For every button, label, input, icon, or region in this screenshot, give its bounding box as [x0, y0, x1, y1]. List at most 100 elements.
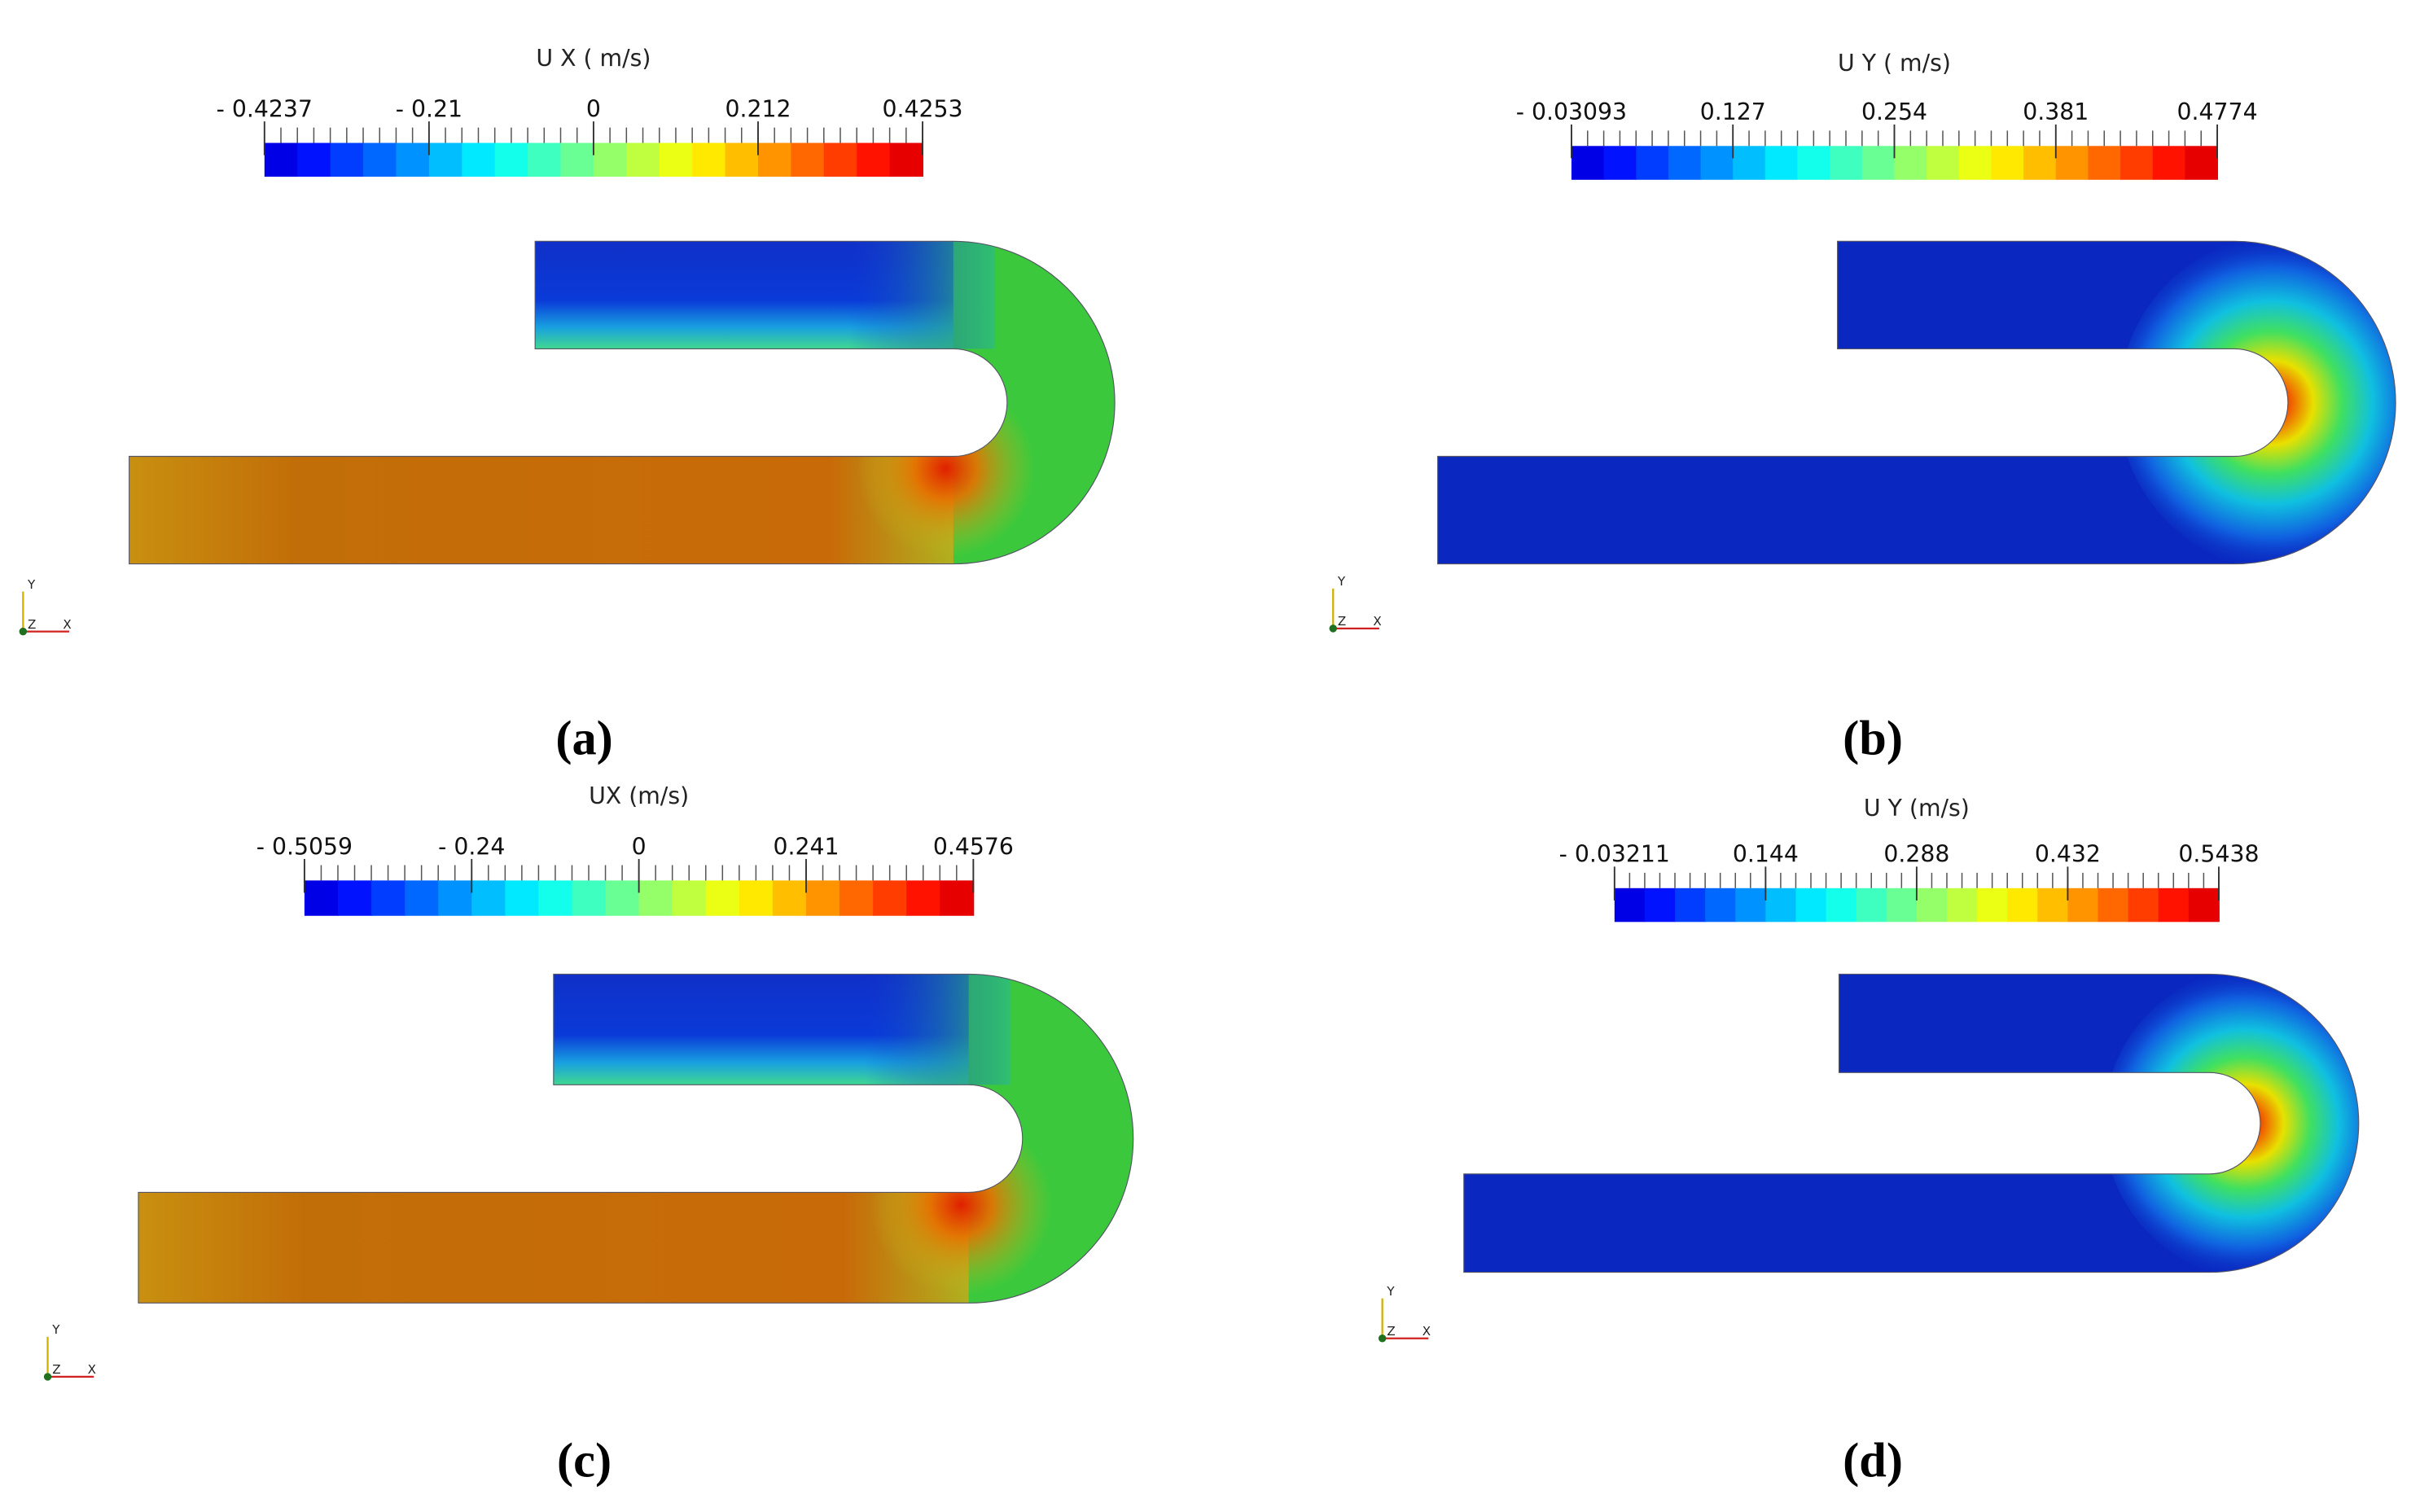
colorbar-segment: [560, 142, 594, 177]
triad-label: X: [63, 617, 71, 632]
flow-hotspot: [857, 379, 1035, 558]
colorbar-segment: [1764, 146, 1799, 180]
colorbar-segment: [1675, 887, 1707, 923]
colorbar-segment: [2185, 146, 2219, 180]
colorbar-segment: [1668, 146, 1702, 180]
colorbar-segment: [1830, 146, 1863, 180]
colorbar-segment: [405, 880, 440, 916]
colorbar-segment: [626, 142, 660, 177]
colorbar-segment: [2120, 146, 2154, 180]
panel-caption: (d): [1843, 1434, 1903, 1488]
colorbar-segment: [462, 142, 496, 177]
colorbar-segment: [839, 880, 875, 916]
colorbar-tick-label: - 0.4237: [217, 95, 313, 122]
triad-label: Z: [1338, 614, 1346, 629]
colorbar-segment: [528, 142, 562, 177]
triad-origin: [19, 627, 28, 636]
flow-hotspot: [2103, 974, 2359, 1273]
colorbar-tick-label: - 0.5059: [256, 833, 353, 860]
colorbar-segment: [1603, 146, 1637, 180]
flow-region: [865, 974, 1010, 1085]
colorbar-segment: [1797, 146, 1831, 180]
colorbar-segment: [1733, 146, 1766, 180]
colorbar-segment: [1795, 887, 1827, 923]
colorbar-segment: [672, 880, 707, 916]
colorbar-segment: [857, 142, 891, 177]
colorbar-segment: [2128, 887, 2159, 923]
colorbar-segment: [1735, 887, 1767, 923]
colorbar-segment: [2055, 146, 2089, 180]
colorbar-segment: [438, 880, 473, 916]
colorbar-segment: [1700, 146, 1734, 180]
colorbar-tick-label: 0.432: [2035, 841, 2101, 868]
panel-caption: (c): [557, 1434, 612, 1488]
colorbar-segment: [739, 880, 774, 916]
colorbar-segment: [906, 880, 941, 916]
colorbar-segment: [940, 880, 975, 916]
colorbar-tick-label: 0: [632, 833, 647, 860]
colorbar-segment: [428, 142, 463, 177]
colorbar-segment: [1991, 146, 2025, 180]
panel: U Y (m/s) - 0.03211 0.144 0.288 0.432 0.5438 Y…: [1378, 795, 2360, 1488]
panel: UX (m/s) - 0.5059 - 0.24 0 0.241 0.4576 Y Z X (c): [43, 782, 1134, 1488]
panel: U Y ( m/s) - 0.03093 0.127 0.254 0.381 0.4774…: [1329, 50, 2396, 766]
colorbar-tick-label: 0.4576: [933, 833, 1014, 860]
colorbar-segment: [605, 880, 640, 916]
contour-field: [138, 974, 1133, 1304]
colorbar-title: U X ( m/s): [536, 45, 651, 72]
geometry-outline: [1437, 240, 2396, 565]
panel-caption: (a): [555, 712, 612, 766]
colorbar-tick-label: 0.241: [773, 833, 839, 860]
colorbar-tick-label: - 0.24: [438, 833, 505, 860]
colorbar-segment: [1894, 146, 1928, 180]
geometry-outline: [1463, 973, 2360, 1273]
flow-region: [848, 241, 996, 349]
flow-region: [138, 1192, 969, 1304]
colorbar-segment: [1886, 887, 1918, 923]
colorbar-segment: [2007, 887, 2039, 923]
panel-caption: (b): [1843, 712, 1903, 766]
colorbar-tick-label: 0.381: [2023, 99, 2089, 125]
colorbar-segment: [505, 880, 540, 916]
colorbar-segment: [1856, 887, 1887, 923]
triad-label: Z: [1387, 1324, 1395, 1339]
colorbar-segment: [1927, 146, 1960, 180]
colorbar-tick-label: - 0.21: [396, 95, 462, 122]
colorbar-tick-label: - 0.03093: [1516, 99, 1627, 125]
colorbar-segment: [2158, 887, 2190, 923]
contour-field: [1463, 974, 2359, 1273]
triad-label: Z: [52, 1362, 60, 1377]
colorbar-segment: [757, 142, 792, 177]
triad-origin: [1329, 625, 1337, 633]
triad-label: Y: [1337, 574, 1346, 589]
colorbar-segment: [805, 880, 841, 916]
colorbar-segment: [1916, 887, 1948, 923]
colorbar-segment: [1946, 887, 1979, 923]
colorbar-segment: [2088, 146, 2122, 180]
colorbar-tick-label: - 0.03211: [1559, 841, 1670, 868]
triad-label: Z: [28, 617, 36, 632]
colorbar-segment: [2037, 887, 2069, 923]
geometry-outline: [138, 973, 1134, 1304]
flow-hotspot: [870, 1114, 1052, 1295]
colorbar-tick-label: 0.288: [1883, 841, 1949, 868]
colorbar-tick-label: 0.144: [1733, 841, 1799, 868]
colorbar-segment: [264, 142, 299, 177]
colorbar-segment: [1644, 887, 1676, 923]
colorbar-segment: [1826, 887, 1857, 923]
colorbar-title: U Y (m/s): [1864, 795, 1970, 822]
colorbar-segment: [2098, 887, 2129, 923]
triad-origin: [43, 1373, 52, 1381]
colorbar-segment: [538, 880, 573, 916]
colorbar-tick-label: 0.4774: [2177, 99, 2258, 125]
contour-field: [1437, 241, 2396, 564]
colorbar-segment: [1705, 887, 1737, 923]
colorbar-segment: [330, 142, 364, 177]
colorbar-segment: [1614, 887, 1646, 923]
triad-label: Y: [27, 577, 36, 592]
triad-label: X: [1422, 1324, 1431, 1339]
flow-region: [129, 456, 953, 564]
colorbar-tick-label: 0.5438: [2178, 841, 2259, 868]
colorbar-tick-label: 0.127: [1700, 99, 1766, 125]
